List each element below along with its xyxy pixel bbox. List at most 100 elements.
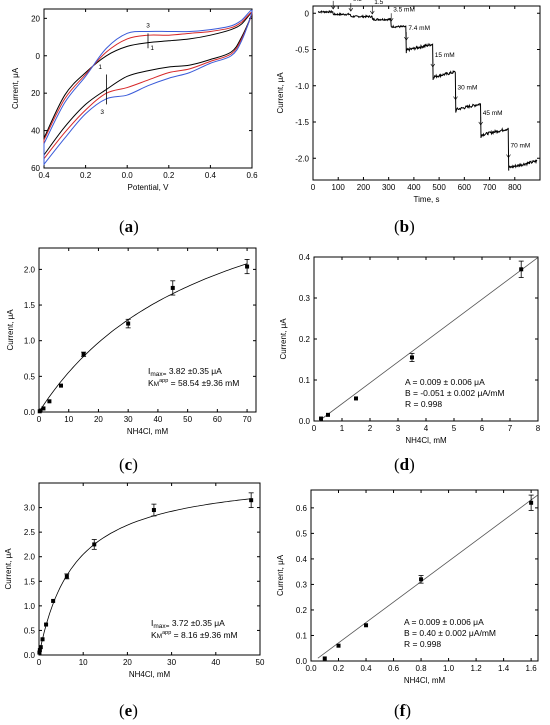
data-point	[51, 598, 56, 603]
km-value: = 58.54 ±9.36 mM	[168, 378, 239, 388]
km-value: = 8.16 ±9.36 mM	[171, 630, 237, 640]
data-point	[529, 500, 534, 505]
data-point	[47, 399, 52, 404]
x-tick-label: 20	[94, 415, 103, 424]
x-tick-label: 30	[167, 658, 176, 667]
data-point	[336, 643, 341, 648]
data-point	[245, 264, 250, 269]
fit-line	[318, 257, 539, 422]
data-point	[410, 355, 414, 360]
imax-value: 3.72 ±0.35 μA	[169, 618, 225, 628]
y-tick-label: -2.0	[295, 154, 309, 163]
x-tick-label: 200	[357, 183, 371, 192]
y-axis-label: Current, μA	[6, 309, 15, 351]
curve-number-label: 1	[98, 64, 102, 71]
fit-curve	[38, 263, 248, 413]
x-tick-label: 0	[37, 658, 42, 667]
y-tick-label: 0.0	[296, 657, 308, 666]
injection-arrowhead	[478, 121, 483, 126]
data-point	[322, 656, 327, 661]
panel-f-chart: 0.0 0.2 0.4 0.6 0.8 1.0 1.2 1.4 1.6 0.0 0.1 0.2 0.3 0…	[276, 489, 539, 685]
x-tick-label: 400	[407, 183, 421, 192]
data-point	[364, 623, 369, 628]
imax-subscript: max=	[153, 623, 169, 630]
y-tick-label: 0.1	[299, 376, 311, 385]
plot-frame	[43, 8, 253, 169]
concentration-label: 0.25	[335, 0, 348, 1]
y-axis-label: Current, μA	[4, 548, 13, 590]
y-tick-label: -0.5	[295, 46, 309, 55]
x-tick-label: 0	[311, 183, 316, 192]
y-tick-label: 0.3	[296, 580, 308, 589]
x-tick-label: 700	[483, 183, 497, 192]
x-tick-label: 40	[153, 415, 162, 424]
x-tick-label: 0.0	[305, 664, 317, 673]
injection-arrowhead	[370, 10, 375, 15]
y-tick-label: 2.5	[24, 528, 36, 537]
km-subscript: M	[157, 633, 162, 640]
x-tick-label: 7	[508, 424, 513, 433]
curve-number-label: 3	[100, 109, 104, 116]
y-tick-label: 0.4	[299, 253, 311, 262]
x-tick-label: 0	[37, 415, 42, 424]
y-tick-label: 0.6	[296, 504, 308, 513]
y-tick-label: 20	[31, 89, 40, 98]
cv-curve	[43, 9, 253, 166]
y-tick-label: 0.0	[24, 408, 36, 417]
y-tick-label: 0	[305, 9, 310, 18]
x-tick-label: 1	[340, 424, 345, 433]
data-point	[126, 321, 131, 326]
injection-arrowhead	[388, 18, 394, 22]
y-tick-label: 1.5	[24, 577, 36, 586]
x-axis-label: NH4Cl, mM	[404, 676, 446, 685]
y-tick-label: 2.0	[24, 553, 36, 562]
data-point	[44, 622, 49, 627]
km-subscript: M	[154, 381, 159, 388]
x-axis-label: NH4Cl, mM	[405, 436, 447, 445]
x-tick-label: 0.4	[205, 171, 217, 180]
km-symbol: K	[151, 630, 157, 640]
y-tick-label: 2.0	[24, 265, 36, 274]
x-tick-label: 0.2	[163, 171, 175, 180]
panel-d-chart: 0 1 2 3 4 5 6 7 8 0.0 0.1 0.2 0.3 0.4 NH4Cl, mM Current…	[279, 253, 541, 445]
injection-arrowhead	[430, 63, 436, 68]
x-tick-label: 1.4	[498, 664, 510, 673]
plot-frame	[38, 482, 261, 656]
data-point	[326, 412, 330, 417]
data-point	[41, 406, 46, 411]
plot-frame	[312, 5, 541, 181]
panel-e-chart: 0 10 20 30 40 50 0.0 0.5 1.0 1.5 2.0 2.5 3.0 NH4Cl, m…	[4, 482, 265, 679]
x-tick-label: 3	[396, 424, 401, 433]
data-point	[354, 396, 358, 401]
y-axis-label: Current, μA	[279, 318, 288, 360]
data-point	[170, 285, 175, 290]
y-tick-label: 1.5	[24, 301, 36, 310]
y-tick-label: -1.5	[295, 118, 309, 127]
concentration-label: 1.5	[374, 0, 383, 6]
y-tick-label: 0.3	[299, 294, 311, 303]
x-axis-label: NH4Cl, mM	[129, 670, 171, 679]
panel-b-chart: 0 100 200 300 400 500 600 700 800 0 -0.5 -1.0 -1.5 -2…	[276, 0, 541, 204]
km-annotation: KMapp = 8.16 ±9.36 mM	[151, 630, 238, 640]
imax-value: 3.82 ±0.35 μA	[166, 366, 222, 376]
panel-label-c: (c)	[119, 455, 138, 474]
fit-parameter-label: B = 0.40 ± 0.002 μA/mM	[404, 628, 496, 638]
concentration-label: 0.5	[353, 0, 362, 3]
km-superscript: app	[162, 630, 171, 636]
x-tick-label: 1.0	[443, 664, 455, 673]
imax-annotation: Imax= 3.82 ±0.35 μA	[148, 366, 222, 378]
x-tick-label: 500	[432, 183, 446, 192]
y-tick-label: -1.0	[295, 82, 309, 91]
current-trace	[317, 9, 538, 171]
data-point	[319, 416, 323, 421]
km-superscript: app	[159, 378, 168, 384]
injection-arrowhead	[404, 36, 409, 41]
data-point	[37, 648, 42, 653]
x-tick-label: 1.2	[471, 664, 483, 673]
data-point	[92, 542, 97, 547]
km-symbol: K	[148, 378, 154, 388]
y-tick-label: 0.2	[296, 606, 308, 615]
fit-parameter-label: R = 0.998	[404, 639, 441, 649]
data-point	[37, 650, 42, 655]
imax-symbol: I	[148, 366, 150, 376]
